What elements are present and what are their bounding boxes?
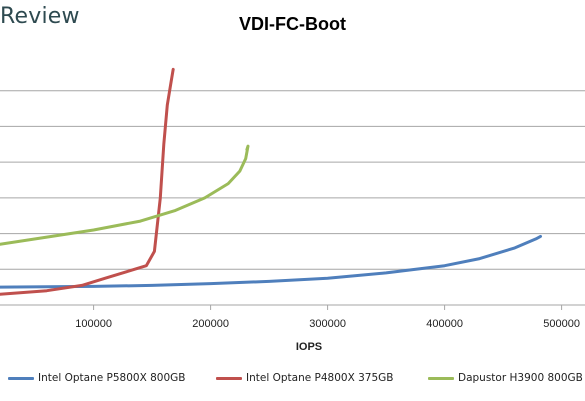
site-brand: Review — [0, 4, 80, 29]
x-axis: 100000 200000 300000 400000 500000 — [0, 304, 585, 330]
x-tick-label-1: 100000 — [75, 318, 112, 330]
x-axis-title: IOPS — [296, 341, 322, 353]
x-tick-label-3: 300000 — [309, 318, 346, 330]
series-layer — [0, 67, 542, 296]
legend-swatch-1 — [8, 376, 34, 380]
legend-swatch-2 — [216, 376, 242, 380]
legend-item-3: Dapustor H3900 800GB — [428, 372, 583, 384]
legend-item-2: Intel Optane P4800X 375GB — [216, 372, 393, 384]
x-tick-label-2: 200000 — [192, 318, 229, 330]
chart-title: VDI-FC-Boot — [239, 14, 346, 34]
series-line-1 — [0, 234, 542, 289]
series-line-3 — [0, 144, 250, 246]
series-line-2 — [0, 67, 175, 296]
legend-label-1: Intel Optane P5800X 800GB — [38, 372, 186, 384]
legend-label-3: Dapustor H3900 800GB — [458, 372, 583, 384]
legend-label-2: Intel Optane P4800X 375GB — [246, 372, 394, 384]
legend: Intel Optane P5800X 800GB Intel Optane P4… — [0, 372, 585, 390]
legend-item-1: Intel Optane P5800X 800GB — [8, 372, 185, 384]
x-tick-label-4: 400000 — [426, 318, 463, 330]
x-tick-label-5: 500000 — [543, 318, 580, 330]
legend-swatch-3 — [428, 376, 454, 380]
gridlines — [0, 90, 585, 270]
